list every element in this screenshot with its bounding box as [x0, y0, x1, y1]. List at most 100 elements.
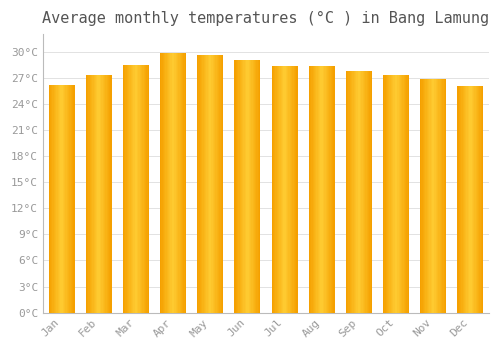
Bar: [327, 66, 328, 313]
Bar: [258, 60, 259, 313]
Bar: [214, 55, 216, 313]
Bar: [401, 75, 402, 313]
Bar: [88, 75, 90, 313]
Bar: [473, 86, 474, 313]
Bar: [420, 79, 422, 313]
Bar: [197, 55, 198, 313]
Bar: [126, 65, 127, 313]
Bar: [104, 75, 105, 313]
Bar: [283, 66, 284, 313]
Bar: [286, 66, 287, 313]
Bar: [429, 79, 430, 313]
Bar: [50, 85, 51, 313]
Bar: [428, 79, 429, 313]
Bar: [176, 52, 177, 313]
Bar: [210, 55, 212, 313]
Bar: [259, 60, 260, 313]
Bar: [96, 75, 98, 313]
Bar: [426, 79, 428, 313]
Bar: [476, 86, 477, 313]
Bar: [144, 65, 145, 313]
Bar: [470, 86, 472, 313]
Bar: [332, 66, 334, 313]
Bar: [355, 71, 356, 313]
Bar: [130, 65, 132, 313]
Bar: [370, 71, 372, 313]
Bar: [250, 60, 252, 313]
Bar: [62, 85, 63, 313]
Bar: [142, 65, 144, 313]
Bar: [388, 75, 390, 313]
Bar: [124, 65, 126, 313]
Bar: [362, 71, 364, 313]
Bar: [213, 55, 214, 313]
Bar: [310, 66, 312, 313]
Bar: [288, 66, 290, 313]
Bar: [433, 79, 434, 313]
Bar: [70, 85, 72, 313]
Bar: [394, 75, 396, 313]
Bar: [465, 86, 466, 313]
Bar: [177, 52, 178, 313]
Bar: [274, 66, 276, 313]
Bar: [284, 66, 286, 313]
Bar: [241, 60, 242, 313]
Bar: [400, 75, 401, 313]
Bar: [60, 85, 62, 313]
Bar: [331, 66, 332, 313]
Bar: [198, 55, 200, 313]
Bar: [242, 60, 244, 313]
Bar: [369, 71, 370, 313]
Bar: [204, 55, 205, 313]
Bar: [63, 85, 64, 313]
Bar: [441, 79, 442, 313]
Bar: [136, 65, 137, 313]
Bar: [437, 79, 438, 313]
Bar: [205, 55, 206, 313]
Bar: [477, 86, 478, 313]
Bar: [68, 85, 70, 313]
Bar: [422, 79, 424, 313]
Bar: [212, 55, 213, 313]
Bar: [292, 66, 294, 313]
Bar: [272, 66, 273, 313]
Bar: [432, 79, 433, 313]
Bar: [202, 55, 203, 313]
Bar: [316, 66, 318, 313]
Bar: [320, 66, 322, 313]
Bar: [346, 71, 347, 313]
Bar: [328, 66, 330, 313]
Bar: [220, 55, 222, 313]
Bar: [273, 66, 274, 313]
Bar: [100, 75, 102, 313]
Bar: [322, 66, 323, 313]
Bar: [312, 66, 314, 313]
Bar: [166, 52, 168, 313]
Bar: [110, 75, 112, 313]
Bar: [51, 85, 52, 313]
Bar: [237, 60, 238, 313]
Bar: [472, 86, 473, 313]
Bar: [468, 86, 469, 313]
Bar: [384, 75, 386, 313]
Bar: [368, 71, 369, 313]
Bar: [182, 52, 184, 313]
Bar: [138, 65, 140, 313]
Bar: [174, 52, 176, 313]
Bar: [430, 79, 432, 313]
Bar: [184, 52, 186, 313]
Bar: [348, 71, 350, 313]
Bar: [291, 66, 292, 313]
Bar: [59, 85, 60, 313]
Bar: [164, 52, 165, 313]
Bar: [252, 60, 254, 313]
Bar: [255, 60, 256, 313]
Bar: [246, 60, 248, 313]
Bar: [315, 66, 316, 313]
Bar: [360, 71, 362, 313]
Bar: [254, 60, 255, 313]
Bar: [276, 66, 278, 313]
Bar: [95, 75, 96, 313]
Bar: [424, 79, 426, 313]
Bar: [469, 86, 470, 313]
